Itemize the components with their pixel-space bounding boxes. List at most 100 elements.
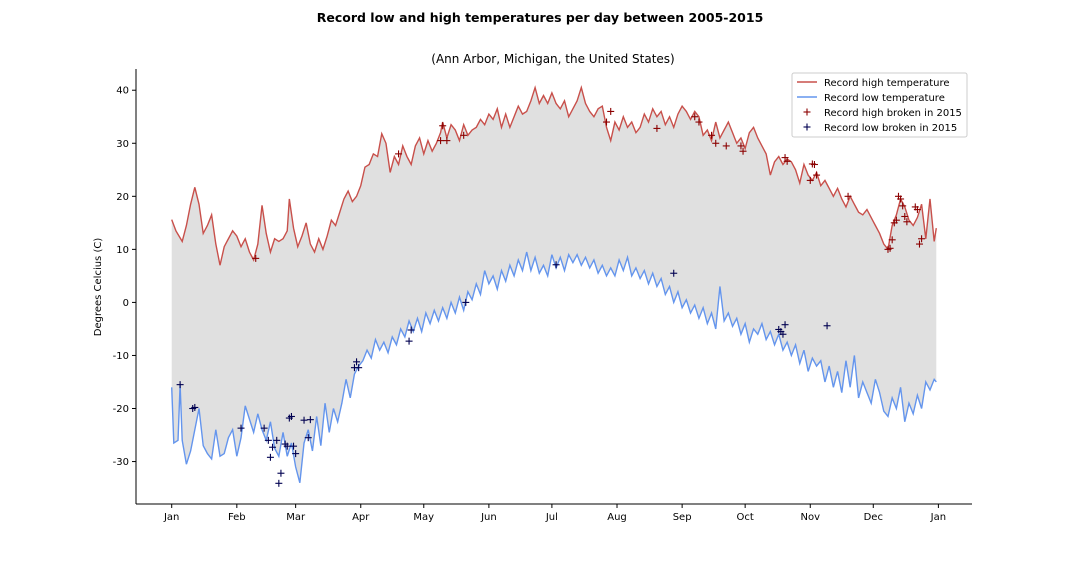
high-broken-marker — [915, 240, 923, 248]
y-tick-label: 0 — [123, 298, 129, 309]
low-broken-marker — [266, 453, 274, 461]
legend: Record high temperature Record low tempe… — [791, 72, 968, 138]
low-broken-marker — [269, 443, 277, 451]
high-broken-marker — [901, 212, 909, 220]
high-broken-marker — [739, 147, 747, 155]
record-range-band — [171, 87, 937, 483]
x-tick-label: Mar — [286, 512, 306, 523]
low-broken-marker — [670, 269, 678, 277]
low-broken-marker — [779, 330, 787, 338]
high-broken-marker — [437, 137, 445, 145]
y-tick-label: 40 — [116, 86, 129, 97]
low-broken-marker — [781, 321, 789, 329]
high-broken-marker — [783, 157, 791, 165]
x-tick-label: May — [413, 512, 434, 523]
high-broken-marker — [781, 154, 789, 162]
low-broken-marker — [355, 364, 363, 372]
y-ticks: -30 -20 -10 0 10 20 30 40 — [113, 86, 136, 468]
x-tick-label: Aug — [607, 512, 627, 523]
y-tick-label: 10 — [116, 245, 129, 256]
high-broken-marker — [603, 118, 611, 126]
x-tick-label: Jan — [163, 512, 179, 523]
low-broken-marker — [191, 403, 199, 411]
high-broken-marker — [607, 107, 615, 115]
low-broken-marker — [277, 469, 285, 477]
low-broken-marker — [264, 436, 272, 444]
high-broken-marker — [722, 142, 730, 150]
high-broken-marker — [439, 122, 447, 130]
chart-title: Record low and high temperatures per day… — [317, 10, 764, 25]
high-broken-marker — [252, 254, 260, 262]
high-broken-marker — [813, 171, 821, 179]
high-broken-marker — [886, 244, 894, 252]
x-tick-label: Jul — [545, 512, 558, 523]
low-broken-marker — [353, 358, 361, 366]
low-broken-marker — [237, 424, 245, 432]
x-tick-label: Jan — [930, 512, 946, 523]
low-broken-marker — [273, 436, 281, 444]
high-broken-marker — [888, 236, 896, 244]
low-broken-marker — [300, 416, 308, 424]
legend-box — [791, 72, 968, 138]
legend-swatch-high-broken — [803, 108, 811, 116]
high-broken-marker — [903, 218, 911, 226]
low-broken-marker — [292, 450, 300, 458]
high-broken-marker — [918, 235, 926, 243]
low-broken-marker — [287, 412, 295, 420]
low-broken-marker — [290, 442, 298, 450]
x-tick-label: Sep — [673, 512, 692, 523]
axes: -30 -20 -10 0 10 20 30 40 Jan Feb Mar Apr May Jun Jul… — [113, 69, 972, 523]
high-broken-marker — [892, 216, 900, 224]
x-ticks: Jan Feb Mar Apr May Jun Jul Aug Sep Oct Nov Dec Jan — [163, 504, 946, 523]
y-tick-label: 20 — [116, 192, 129, 203]
low-broken-marker — [304, 434, 312, 442]
high-broken-marker — [737, 142, 745, 150]
y-tick-label: -10 — [113, 351, 129, 362]
legend-label-low-broken: Record low broken in 2015 — [824, 123, 957, 134]
high-broken-marker — [460, 131, 468, 139]
high-broken-marker — [913, 206, 921, 214]
x-tick-label: Feb — [228, 512, 246, 523]
low-broken-marker — [306, 416, 314, 424]
low-broken-marker — [176, 381, 184, 389]
low-broken-marker — [462, 298, 470, 306]
legend-label-high-broken: Record high broken in 2015 — [824, 108, 962, 119]
high-broken-marker — [395, 150, 403, 158]
high-broken-marker — [844, 192, 852, 200]
chart-subtitle: (Ann Arbor, Michigan, the United States) — [431, 52, 674, 66]
high-broken-marker — [810, 160, 818, 168]
y-tick-label: 30 — [116, 139, 129, 150]
high-broken-marker — [695, 118, 703, 126]
plot-area — [171, 85, 937, 487]
x-tick-label: Apr — [352, 512, 370, 523]
low-broken-marker — [552, 261, 560, 269]
legend-low-broken-marker — [803, 123, 811, 131]
y-tick-label: -20 — [113, 404, 129, 415]
x-tick-label: Jun — [480, 512, 497, 523]
legend-label-high: Record high temperature — [824, 78, 950, 89]
x-tick-label: Nov — [800, 512, 820, 523]
legend-swatch-low-broken — [803, 123, 811, 131]
y-axis-label: Degrees Celcius (C) — [93, 238, 104, 337]
legend-high-broken-marker — [803, 108, 811, 116]
low-broken-marker — [275, 479, 283, 487]
high-broken-marker — [712, 139, 720, 147]
high-broken-marker — [653, 124, 661, 132]
record-high-line — [171, 85, 937, 266]
low-broken-marker — [823, 322, 831, 330]
high-broken-marker — [443, 137, 451, 145]
high-broken-marker — [691, 113, 699, 121]
low-broken-markers — [176, 261, 831, 487]
high-broken-marker — [708, 131, 716, 139]
y-tick-label: -30 — [113, 457, 129, 468]
x-tick-label: Oct — [736, 512, 753, 523]
high-broken-markers — [252, 107, 926, 262]
low-broken-marker — [260, 424, 268, 432]
low-broken-marker — [405, 337, 413, 345]
low-broken-marker — [283, 442, 291, 450]
low-broken-marker — [407, 326, 415, 334]
record-low-line — [171, 251, 937, 483]
high-broken-marker — [806, 176, 814, 184]
legend-label-low: Record low temperature — [824, 93, 945, 104]
